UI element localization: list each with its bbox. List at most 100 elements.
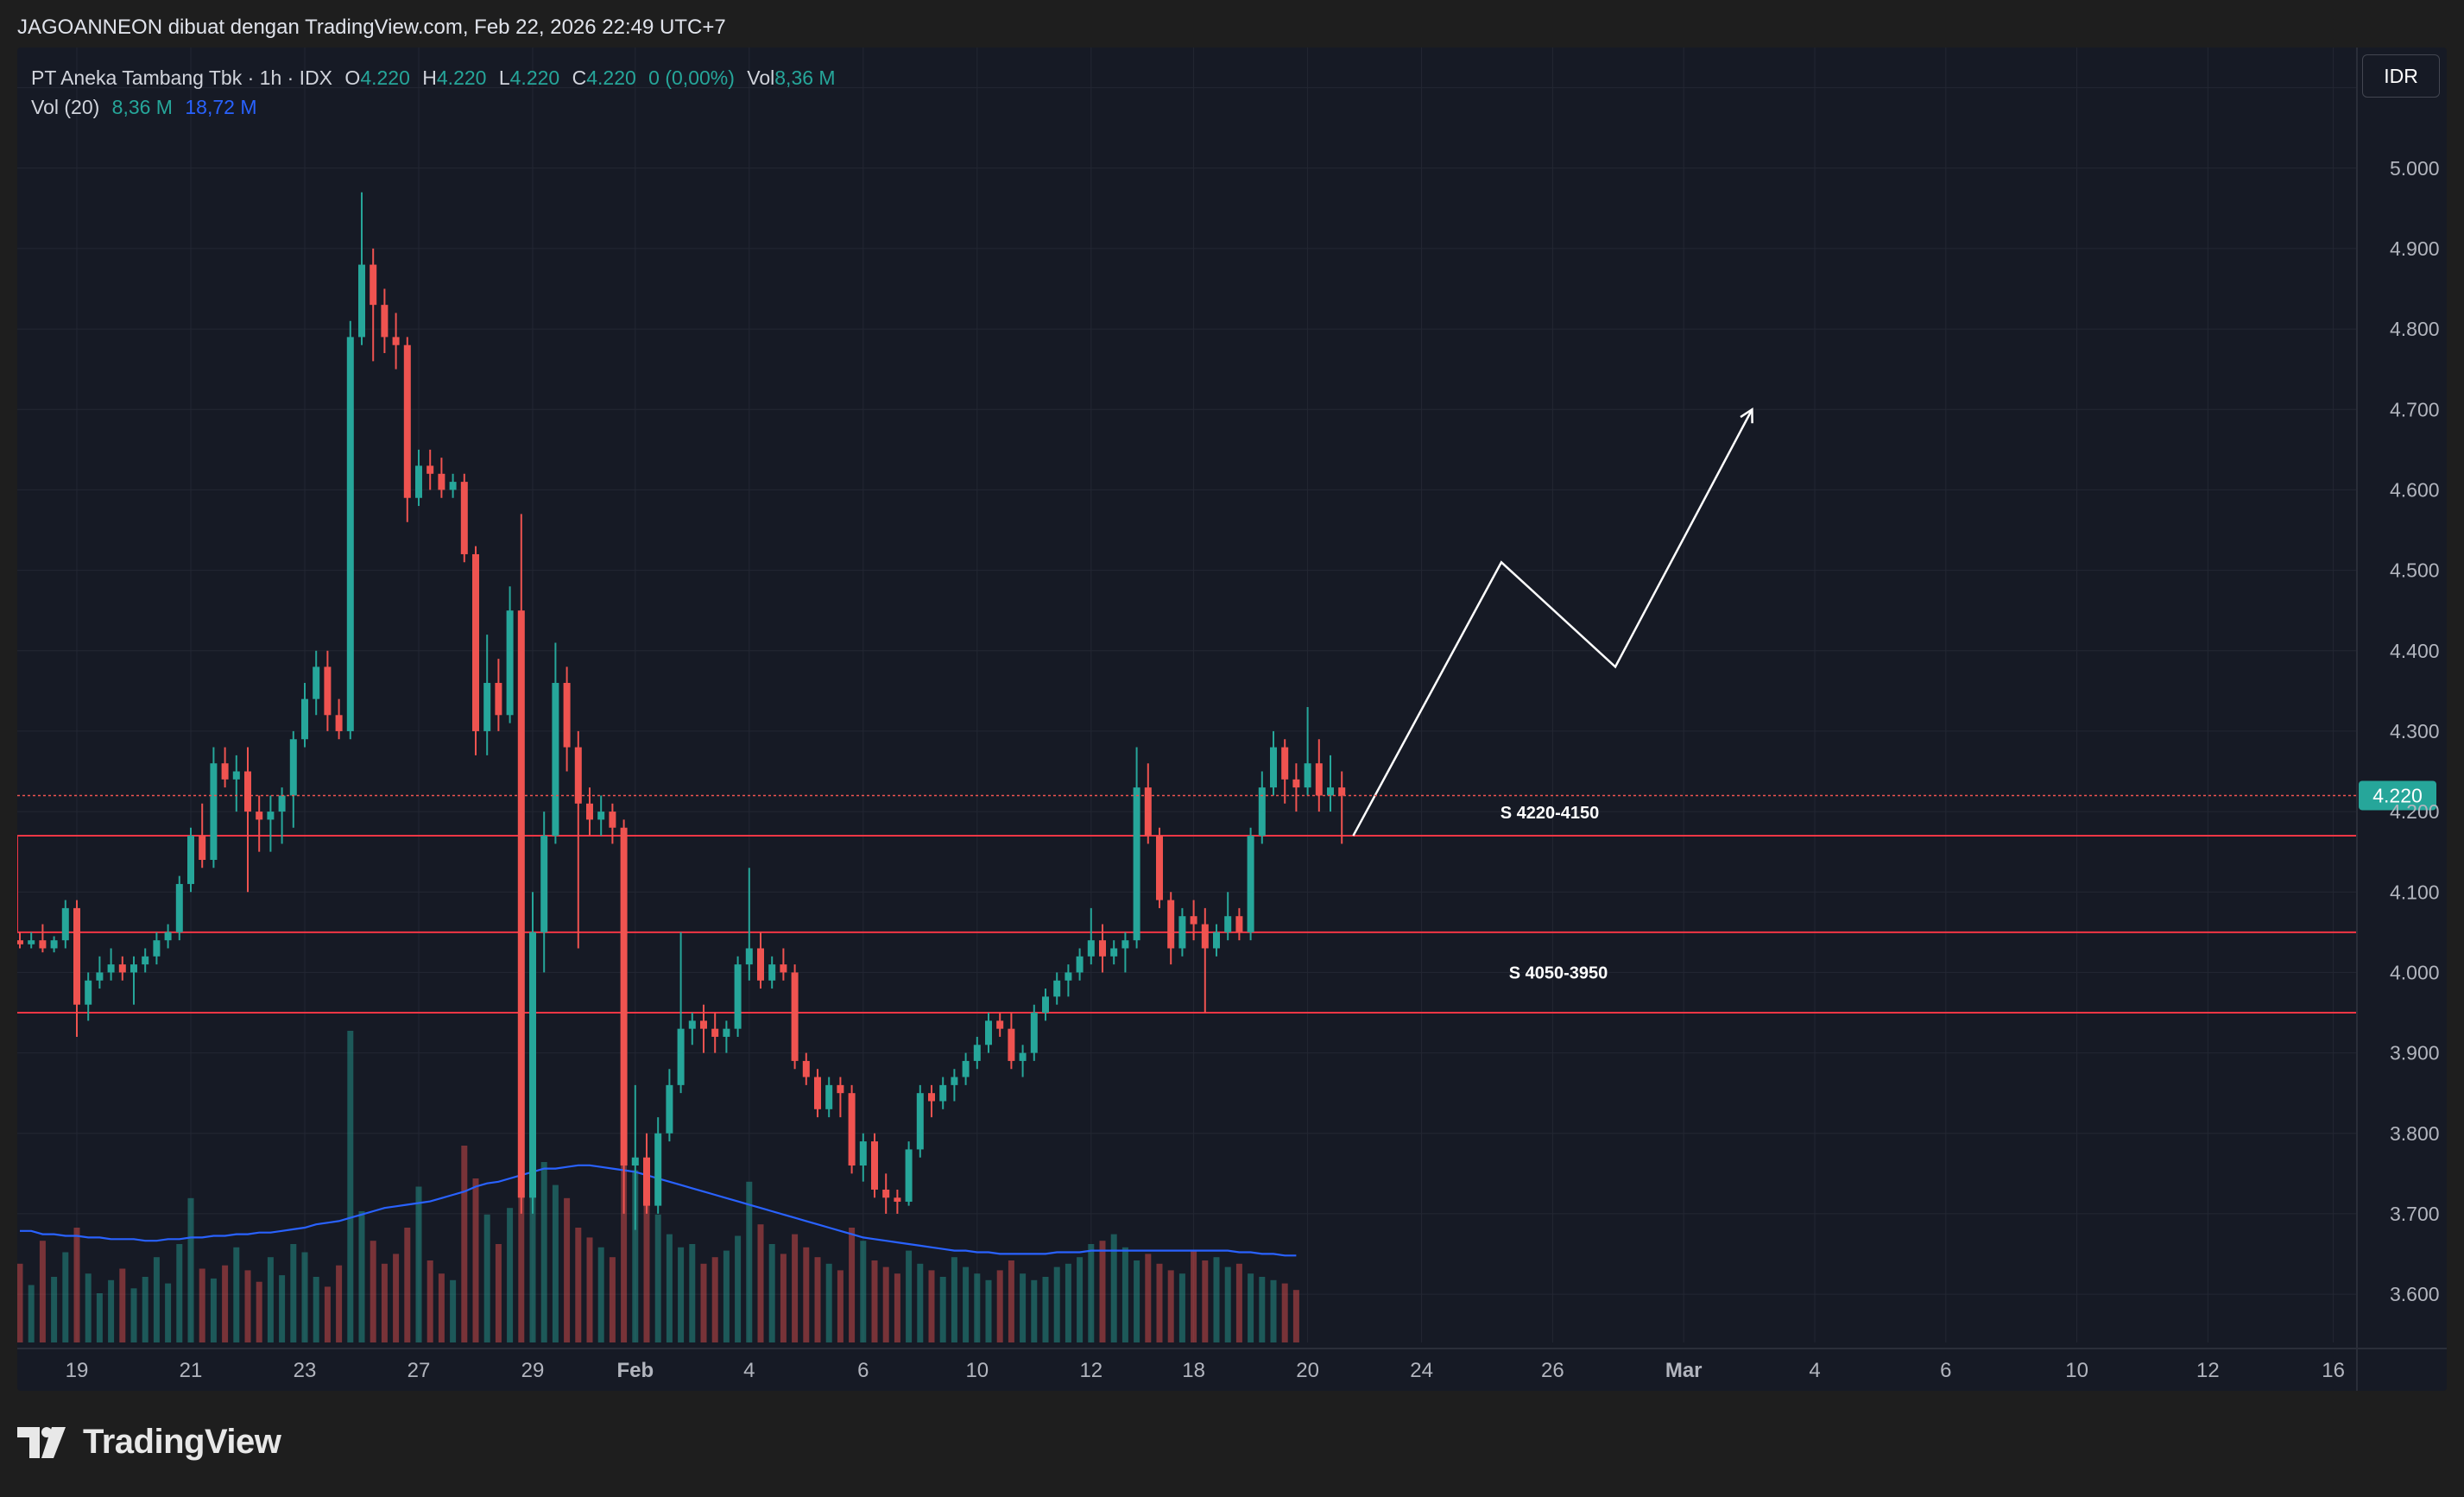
candle-body xyxy=(210,763,218,860)
time-tick-label: Feb xyxy=(616,1359,654,1382)
price-tick-label: 4.100 xyxy=(2390,881,2440,903)
candle-body xyxy=(244,771,251,812)
currency-button[interactable]: IDR xyxy=(2362,54,2440,98)
candle-body xyxy=(1315,763,1323,796)
candle-body xyxy=(175,883,183,932)
volume-bar xyxy=(518,1113,525,1342)
projection-arrowhead xyxy=(1740,407,1753,424)
time-tick-label: 4 xyxy=(1809,1359,1820,1382)
close-value: 4.220 xyxy=(586,66,636,89)
open-value: 4.220 xyxy=(360,66,410,89)
close-label: C xyxy=(572,66,587,89)
candle-body xyxy=(346,337,354,731)
candle-body xyxy=(552,683,559,837)
candle-body xyxy=(153,940,161,957)
time-tick-label: 12 xyxy=(1079,1359,1102,1382)
candle-body xyxy=(939,1084,947,1102)
candle-body xyxy=(529,932,536,1198)
candle-body xyxy=(791,972,799,1061)
tradingview-logo[interactable]: TradingView xyxy=(17,1423,281,1462)
candle-body xyxy=(757,948,764,981)
time-tick-label: 6 xyxy=(857,1359,869,1382)
volume-bar xyxy=(165,1283,172,1342)
candle-body xyxy=(1247,836,1254,932)
candle-body xyxy=(1292,779,1300,788)
candle-body xyxy=(164,932,172,941)
price-tick-label: 4.200 xyxy=(2390,800,2440,823)
volume-bar xyxy=(461,1146,468,1342)
volume-bar xyxy=(450,1279,457,1342)
candle-body xyxy=(1121,940,1129,949)
volume-bar xyxy=(73,1228,80,1342)
candle-body xyxy=(745,948,753,965)
candle-body xyxy=(780,964,787,973)
volume-bar xyxy=(1202,1260,1209,1342)
volume-bar xyxy=(768,1244,775,1342)
symbol-legend: PT Aneka Tambang Tbk · 1h · IDX O4.220 H… xyxy=(31,63,836,122)
tradingview-logo-icon xyxy=(17,1426,66,1458)
candle-body xyxy=(814,1077,821,1109)
candle-body xyxy=(1327,787,1334,796)
candle-body xyxy=(232,771,240,780)
candle-body xyxy=(50,940,58,949)
price-axis: 3.600 3.700 3.800 3.900 4.000 4.100 4.200 4.300… xyxy=(2356,47,2440,1391)
time-tick-label: 6 xyxy=(1940,1359,1951,1382)
volume-bar xyxy=(1213,1257,1220,1342)
candle-body xyxy=(1224,916,1232,932)
price-tick-label: 4.400 xyxy=(2390,640,2440,662)
candle-body xyxy=(1213,932,1220,949)
candle-body xyxy=(1030,1013,1038,1053)
volume-bar xyxy=(621,1096,628,1342)
candle-body xyxy=(438,473,445,490)
volume-bar xyxy=(1121,1247,1128,1342)
candlestick-series xyxy=(17,192,1346,1230)
candle-body xyxy=(1144,787,1152,837)
volume-bar xyxy=(358,1211,365,1342)
volume-value: 8,36 M xyxy=(774,66,836,89)
price-tick-label: 4.700 xyxy=(2390,398,2440,420)
volume-bar xyxy=(108,1279,115,1342)
volume-bar xyxy=(757,1224,764,1342)
current-price-line: 4.220 xyxy=(17,780,2436,811)
candle-body xyxy=(221,763,229,780)
time-tick-label: 18 xyxy=(1182,1359,1205,1382)
low-value: 4.220 xyxy=(509,66,560,89)
low-label: L xyxy=(498,66,510,89)
volume-bar xyxy=(39,1241,46,1342)
volume-bar xyxy=(678,1247,685,1342)
volume-bar xyxy=(1110,1234,1117,1342)
candle-body xyxy=(1190,916,1197,925)
volume-bar xyxy=(586,1237,593,1342)
candle-body xyxy=(483,683,491,731)
candle-body xyxy=(17,940,23,944)
volume-bar xyxy=(609,1257,616,1342)
candle-body xyxy=(1178,916,1186,949)
candle-body xyxy=(802,1060,810,1077)
candle-body xyxy=(267,812,275,820)
volume-bar xyxy=(860,1241,867,1342)
candle-body xyxy=(859,1141,867,1166)
candle-body xyxy=(313,666,320,699)
price-tick-label: 4.600 xyxy=(2390,478,2440,501)
candle-body xyxy=(392,337,400,345)
candle-body xyxy=(118,964,126,973)
volume-bar xyxy=(1134,1260,1140,1342)
candle-body xyxy=(199,836,206,860)
volume-bar xyxy=(130,1288,137,1342)
candle-body xyxy=(620,827,628,1166)
volume-bar xyxy=(51,1277,58,1342)
price-tick-label: 4.300 xyxy=(2390,720,2440,742)
candle-body xyxy=(916,1093,924,1150)
candle-body xyxy=(370,264,377,306)
volume-bar xyxy=(1270,1279,1277,1342)
volume-bar xyxy=(917,1263,924,1342)
time-tick-label: 4 xyxy=(743,1359,755,1382)
volume-bar xyxy=(792,1234,799,1342)
candle-body xyxy=(723,1028,730,1037)
candle-body xyxy=(495,683,502,716)
time-tick-label: 23 xyxy=(294,1359,317,1382)
projection-polyline xyxy=(1352,408,1753,837)
volume-bar xyxy=(1077,1257,1084,1342)
tradingview-wordmark: TradingView xyxy=(83,1423,281,1461)
